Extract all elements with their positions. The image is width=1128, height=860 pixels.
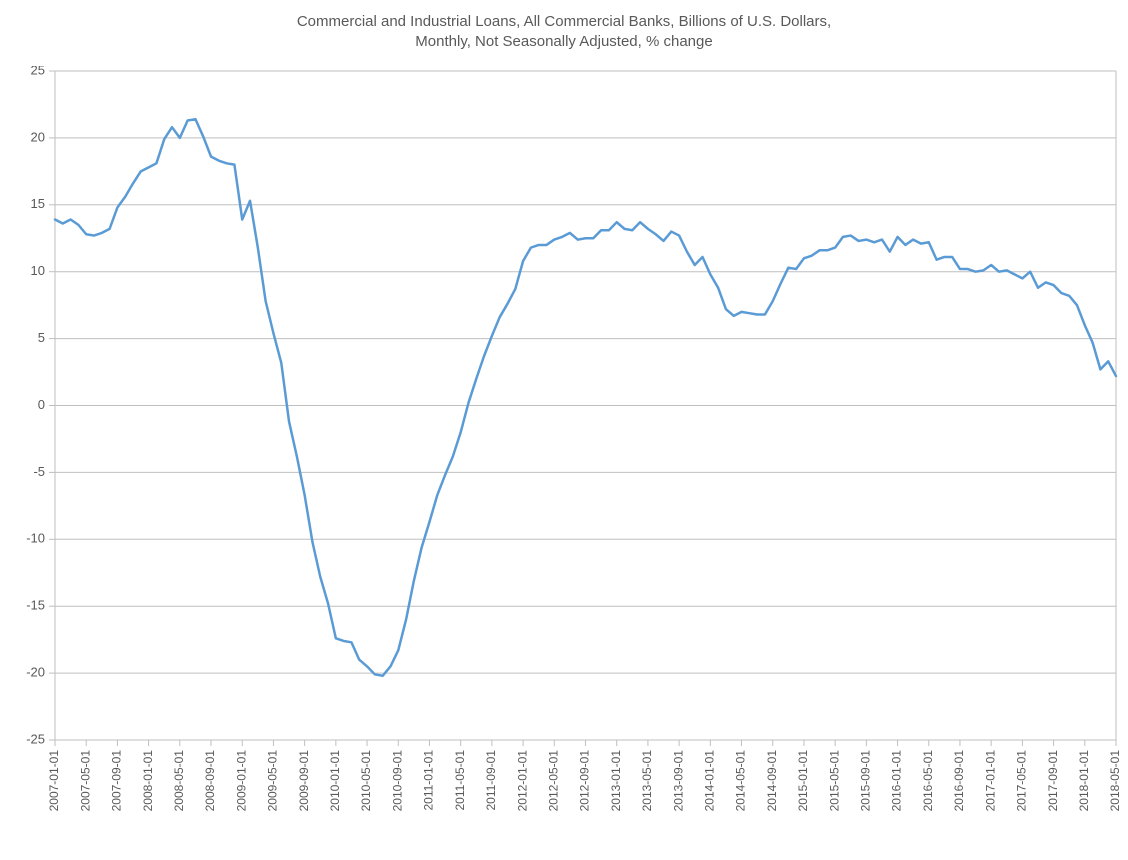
svg-text:2016-09-01: 2016-09-01 xyxy=(952,750,966,812)
svg-text:2010-09-01: 2010-09-01 xyxy=(390,750,404,812)
svg-text:2007-09-01: 2007-09-01 xyxy=(110,750,124,812)
svg-text:2008-09-01: 2008-09-01 xyxy=(203,750,217,812)
svg-text:25: 25 xyxy=(31,66,45,77)
svg-text:2017-01-01: 2017-01-01 xyxy=(983,750,997,812)
svg-text:2012-01-01: 2012-01-01 xyxy=(515,750,529,812)
svg-text:2012-09-01: 2012-09-01 xyxy=(578,750,592,812)
svg-text:2015-09-01: 2015-09-01 xyxy=(859,750,873,812)
svg-text:-5: -5 xyxy=(33,464,45,479)
svg-text:2016-05-01: 2016-05-01 xyxy=(921,750,935,812)
svg-text:2008-01-01: 2008-01-01 xyxy=(141,750,155,812)
chart-container: Commercial and Industrial Loans, All Com… xyxy=(0,0,1128,855)
svg-text:2007-05-01: 2007-05-01 xyxy=(78,750,92,812)
chart-title: Commercial and Industrial Loans, All Com… xyxy=(0,12,1128,53)
svg-text:15: 15 xyxy=(31,196,45,211)
svg-text:2013-09-01: 2013-09-01 xyxy=(671,750,685,812)
svg-text:-25: -25 xyxy=(26,731,45,746)
svg-text:2014-09-01: 2014-09-01 xyxy=(765,750,779,812)
svg-text:2016-01-01: 2016-01-01 xyxy=(890,750,904,812)
plot-svg-holder: -25 -20 -15 -10 -5 0 5 10 15 20 25 2007-01-01 2007-0… xyxy=(0,66,1128,860)
svg-text:2015-01-01: 2015-01-01 xyxy=(796,750,810,812)
svg-text:20: 20 xyxy=(31,129,45,144)
svg-text:5: 5 xyxy=(38,330,45,345)
svg-text:2007-01-01: 2007-01-01 xyxy=(47,750,61,812)
svg-text:2011-05-01: 2011-05-01 xyxy=(453,750,467,811)
svg-text:2010-01-01: 2010-01-01 xyxy=(328,750,342,812)
svg-text:2015-05-01: 2015-05-01 xyxy=(827,750,841,812)
svg-text:2008-05-01: 2008-05-01 xyxy=(172,750,186,812)
svg-text:2011-01-01: 2011-01-01 xyxy=(422,750,436,811)
svg-text:-10: -10 xyxy=(26,531,45,546)
svg-text:2014-01-01: 2014-01-01 xyxy=(702,750,716,812)
svg-text:2014-05-01: 2014-05-01 xyxy=(734,750,748,812)
svg-text:2017-05-01: 2017-05-01 xyxy=(1015,750,1029,812)
svg-text:2009-05-01: 2009-05-01 xyxy=(266,750,280,812)
svg-text:10: 10 xyxy=(31,263,45,278)
chart-title-line-2: Monthly, Not Seasonally Adjusted, % chan… xyxy=(415,33,712,50)
svg-text:2009-09-01: 2009-09-01 xyxy=(297,750,311,812)
svg-text:2013-01-01: 2013-01-01 xyxy=(609,750,623,812)
svg-text:2012-05-01: 2012-05-01 xyxy=(546,750,560,812)
svg-text:0: 0 xyxy=(38,397,45,412)
svg-text:-15: -15 xyxy=(26,598,45,613)
svg-text:2010-05-01: 2010-05-01 xyxy=(359,750,373,812)
svg-text:2017-09-01: 2017-09-01 xyxy=(1046,750,1060,812)
svg-text:2011-09-01: 2011-09-01 xyxy=(484,750,498,811)
chart-title-line-1: Commercial and Industrial Loans, All Com… xyxy=(297,13,831,30)
svg-text:2013-05-01: 2013-05-01 xyxy=(640,750,654,812)
svg-text:2009-01-01: 2009-01-01 xyxy=(234,750,248,812)
svg-text:2018-05-01: 2018-05-01 xyxy=(1108,750,1122,812)
svg-text:2018-01-01: 2018-01-01 xyxy=(1077,750,1091,812)
plot-svg: -25 -20 -15 -10 -5 0 5 10 15 20 25 2007-01-01 2007-0… xyxy=(0,66,1128,855)
svg-text:-20: -20 xyxy=(26,665,45,680)
